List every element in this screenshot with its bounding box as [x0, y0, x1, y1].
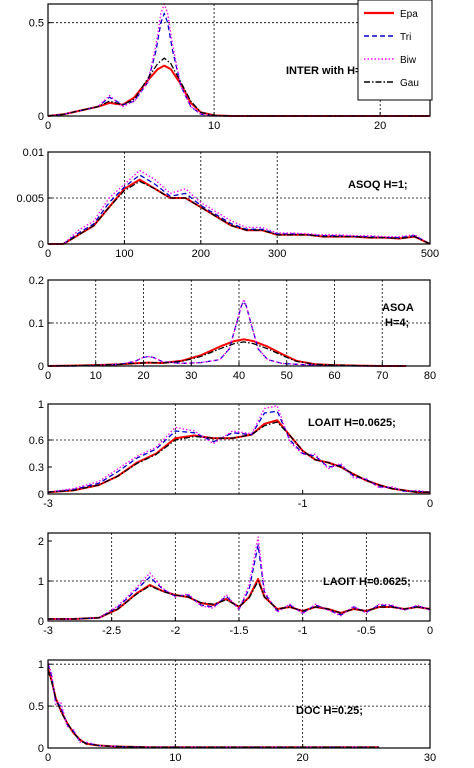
y-tick-label: 0 — [38, 239, 44, 251]
x-tick-label: 300 — [268, 248, 286, 260]
plot-area — [48, 280, 430, 366]
series-line-biw — [47, 662, 380, 748]
legend-label-tri: Tri — [400, 32, 411, 43]
x-tick-label: -2 — [170, 625, 180, 637]
x-tick-label: -1 — [298, 625, 308, 637]
y-tick-label: 0 — [38, 616, 44, 628]
x-tick-label: 30 — [185, 370, 197, 382]
x-tick-label: 60 — [328, 370, 340, 382]
panel-annotation: INTER with H=1; — [286, 65, 371, 77]
x-tick-label: 0 — [45, 120, 51, 132]
plot-area — [48, 660, 430, 748]
panel-annotation: DOC H=0.25; — [296, 705, 363, 717]
subplot-6: 0 10 20 30 0 0.5 1 DOC H=0.25; — [29, 659, 436, 764]
series-line-gau — [48, 180, 431, 245]
x-tick-label: -1 — [298, 498, 308, 510]
x-tick-label: 0 — [45, 248, 51, 260]
series-line-biw — [47, 3, 430, 117]
x-tick-label: 200 — [192, 248, 210, 260]
x-tick-label: 20 — [297, 752, 309, 764]
x-tick-label: 50 — [281, 370, 293, 382]
y-tick-label: 0.1 — [29, 318, 44, 330]
series-line-tri — [48, 174, 431, 245]
legend: Epa Tri Biw Gau — [357, 0, 433, 101]
x-tick-label: 40 — [233, 370, 245, 382]
y-tick-label: 0.2 — [29, 275, 44, 287]
series-line-tri — [47, 410, 431, 493]
panel-annotation: H=4; — [385, 317, 409, 329]
y-tick-label: 1 — [38, 576, 44, 588]
subplot-5: -3 -2.5 -2 -1.5 -1 -0.5 0 0 1 2 LAOIT H=0.0625; — [38, 532, 433, 637]
legend-label-gau: Gau — [400, 78, 419, 89]
subplot-3: 0 10 20 30 40 50 60 70 80 0 0.1 0.2 ASOA H=4; — [29, 275, 436, 382]
y-tick-label: 0 — [38, 743, 44, 755]
series-line-gau — [47, 669, 380, 748]
x-tick-label: 0 — [45, 370, 51, 382]
x-tick-label: 0 — [427, 498, 433, 510]
x-tick-label: 0 — [427, 625, 433, 637]
legend-label-epa: Epa — [400, 9, 418, 20]
series-line-gau — [48, 580, 431, 620]
x-tick-label: 20 — [374, 120, 386, 132]
y-tick-label: 0 — [38, 361, 44, 373]
y-tick-label: 0 — [38, 111, 44, 123]
x-tick-label: 80 — [424, 370, 436, 382]
x-tick-label: 20 — [137, 370, 149, 382]
panel-annotation: LOAIT H=0.0625; — [308, 417, 396, 429]
axes-frame — [47, 403, 431, 495]
x-tick-label: 10 — [90, 370, 102, 382]
x-tick-label: 0 — [45, 752, 51, 764]
y-tick-label: 0.01 — [23, 147, 44, 159]
x-tick-label: -2.5 — [102, 625, 121, 637]
series-line-biw — [48, 169, 431, 245]
panel-annotation: ASOA — [382, 302, 414, 314]
x-tick-label: 10 — [208, 120, 220, 132]
y-tick-label: 0.5 — [29, 701, 44, 713]
y-tick-label: 0.5 — [29, 18, 44, 30]
subplot-4: -3 -1 0 0 0.3 0.6 1 LOAIT H=0.0625; — [29, 399, 433, 510]
x-tick-label: 500 — [421, 248, 439, 260]
legend-label-biw: Biw — [400, 55, 417, 66]
y-tick-label: 2 — [38, 536, 44, 548]
x-tick-label: -0.5 — [357, 625, 376, 637]
y-tick-label: 0.3 — [29, 462, 44, 474]
y-tick-label: 0 — [38, 489, 44, 501]
y-tick-label: 1 — [38, 659, 44, 671]
x-tick-label: 100 — [115, 248, 133, 260]
x-tick-label: 10 — [169, 752, 181, 764]
series-line-tri — [48, 300, 407, 367]
x-tick-label: -1.5 — [230, 625, 249, 637]
x-tick-label: -3 — [43, 498, 53, 510]
y-tick-label: 0.6 — [29, 435, 44, 447]
panel-annotation: ASOQ H=1; — [348, 179, 408, 191]
x-tick-label: 70 — [376, 370, 388, 382]
y-tick-label: 0.005 — [16, 193, 44, 205]
legend-box — [357, 0, 433, 101]
subplot-2: 0 100 200 300 500 0 0.005 0.01 ASOQ H=1; — [16, 147, 439, 260]
series-line-gau — [47, 421, 430, 493]
panel-annotation: LAOIT H=0.0625; — [323, 576, 411, 588]
x-tick-label: 30 — [424, 752, 436, 764]
series-line-gau — [47, 341, 407, 367]
axes-frame — [47, 659, 431, 749]
y-tick-label: 1 — [38, 399, 44, 411]
x-tick-label: -3 — [43, 625, 53, 637]
